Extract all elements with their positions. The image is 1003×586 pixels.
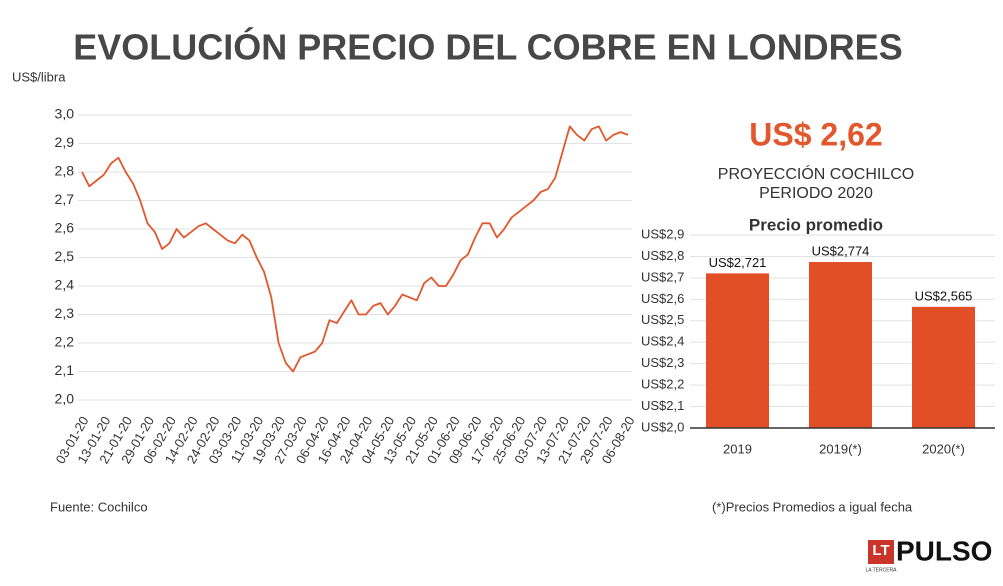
y-tick-label: US$2,2 [641, 377, 684, 392]
logo: PULSO [896, 535, 992, 566]
y-tick-label: 2,2 [55, 334, 75, 350]
y-tick-label: 2,5 [55, 248, 75, 264]
y-tick-label: US$2,4 [641, 334, 684, 349]
y-tick-label: 2,7 [55, 191, 75, 207]
y-tick-label: 2,9 [55, 134, 75, 150]
bar [809, 262, 872, 428]
y-tick-label: 2,1 [55, 362, 75, 378]
y-tick-label: 2,0 [55, 391, 75, 407]
y-tick-label: US$2,1 [641, 398, 684, 413]
bar [706, 273, 769, 428]
y-tick-label: US$2,6 [641, 291, 684, 306]
x-tick-label: 2019 [723, 441, 752, 456]
y-tick-label: 2,4 [55, 277, 75, 293]
y-tick-label: US$2,3 [641, 355, 684, 370]
y-tick-label: US$2,8 [641, 248, 684, 263]
y-tick-label: US$2,0 [641, 419, 684, 434]
bar-chart-title: Precio promedio [749, 215, 883, 234]
highlight-line: PERIODO 2020 [759, 185, 873, 202]
highlight-value: US$ 2,62 [749, 116, 882, 152]
y-axis-label: US$/libra [12, 69, 66, 84]
y-tick-label: 3,0 [55, 106, 75, 122]
x-tick-label: 2019(*) [819, 441, 862, 456]
y-tick-label: US$2,7 [641, 269, 684, 284]
price-line [81, 125, 629, 373]
value-label: US$2,721 [709, 255, 767, 270]
y-tick-label: US$2,9 [641, 226, 684, 241]
highlight-line: PROYECCIÓN COCHILCO [718, 164, 914, 183]
value-label: US$2,565 [915, 288, 973, 303]
y-tick-label: 2,6 [55, 220, 75, 236]
logo-mark: LT [872, 542, 889, 559]
logo-box [868, 540, 894, 564]
y-tick-label: US$2,5 [641, 312, 684, 327]
y-tick-label: 2,8 [55, 163, 75, 179]
source: Fuente: Cochilco [50, 499, 148, 514]
value-label: US$2,774 [812, 243, 870, 258]
bar [912, 306, 975, 428]
logo-sub: LA TERCERA [865, 567, 897, 573]
footnote: (*)Precios Promedios a igual fecha [712, 499, 913, 514]
title: EVOLUCIÓN PRECIO DEL COBRE EN LONDRES [73, 26, 902, 68]
y-tick-label: 2,3 [55, 305, 75, 321]
x-tick-label: 2020(*) [922, 441, 965, 456]
